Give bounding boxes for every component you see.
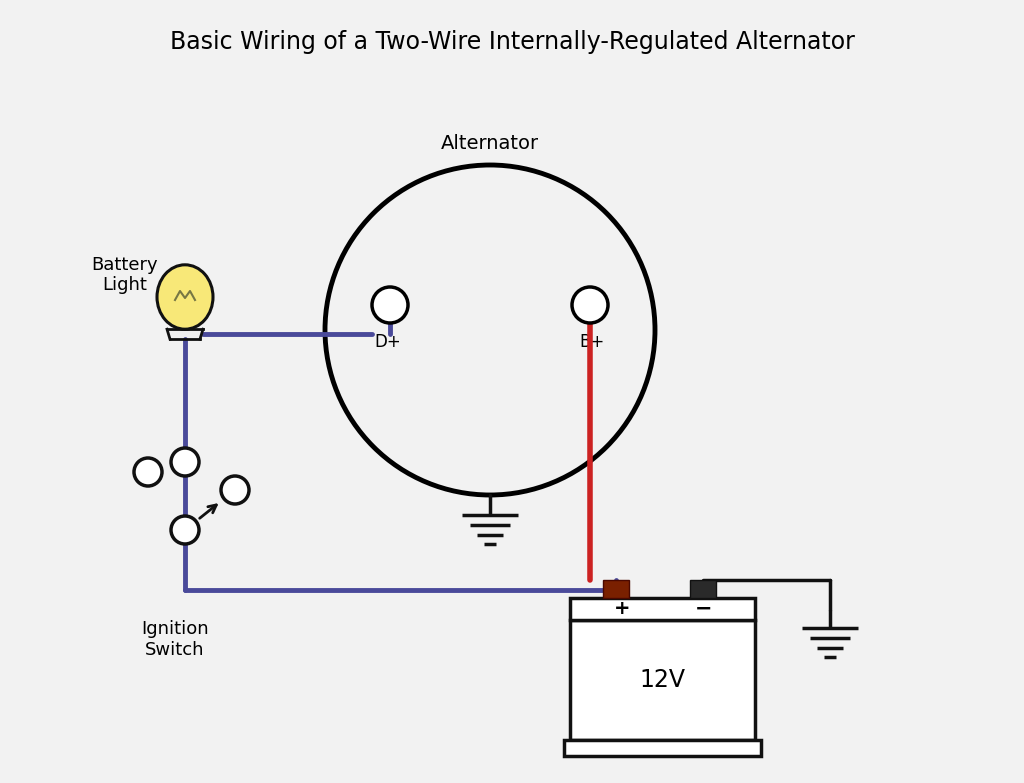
Circle shape [134,458,162,486]
Text: +: + [613,600,630,619]
Ellipse shape [157,265,213,329]
Bar [570,620,755,740]
Bar [564,740,761,756]
Bar [690,580,716,598]
Text: Ignition
Switch: Ignition Switch [141,620,209,659]
Text: Basic Wiring of a Two-Wire Internally-Regulated Alternator: Basic Wiring of a Two-Wire Internally-Re… [170,30,854,54]
Circle shape [372,287,408,323]
Bar [603,580,630,598]
Text: D+: D+ [375,333,401,351]
Text: B+: B+ [580,333,604,351]
Circle shape [171,516,199,544]
Text: Battery
Light: Battery Light [92,255,159,294]
Circle shape [572,287,608,323]
Bar [570,598,755,620]
Text: −: − [694,599,712,619]
Text: 12V: 12V [640,668,685,692]
Circle shape [221,476,249,504]
Circle shape [171,448,199,476]
Text: Alternator: Alternator [441,134,539,153]
